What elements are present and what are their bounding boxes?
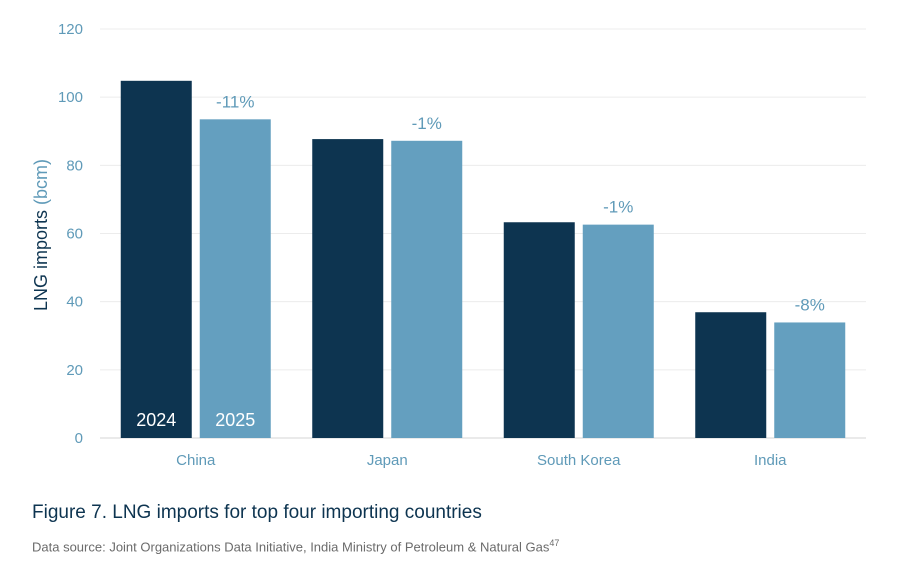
bar-2025-india xyxy=(774,322,846,438)
bar-2025-japan xyxy=(391,140,463,438)
x-category-label: Japan xyxy=(367,452,408,469)
data-label-change: -1% xyxy=(412,114,442,133)
bar-2025-south-korea xyxy=(582,224,654,438)
data-source: Data source: Joint Organizations Data In… xyxy=(32,538,559,554)
y-tick-label: 120 xyxy=(58,21,83,38)
data-source-text: Data source: Joint Organizations Data In… xyxy=(32,539,550,555)
y-tick-label: 0 xyxy=(75,430,83,447)
footnote-ref: 47 xyxy=(549,538,560,548)
series-label-2025: 2025 xyxy=(215,410,255,430)
bar-2024-japan xyxy=(312,139,384,438)
figure-caption: Figure 7. LNG imports for top four impor… xyxy=(32,502,482,523)
y-tick-label: 100 xyxy=(58,89,83,106)
y-axis-label: LNG imports xyxy=(31,210,51,311)
y-tick-label: 40 xyxy=(66,294,83,311)
bar-2024-india xyxy=(695,312,767,438)
x-category-label: India xyxy=(754,452,787,469)
y-tick-label: 80 xyxy=(66,157,83,174)
bar-2025-china xyxy=(199,119,271,438)
x-category-label: South Korea xyxy=(537,452,621,469)
x-axis-categories: China Japan South Korea India xyxy=(176,452,787,469)
y-axis-ticks: 0 20 40 60 80 100 120 xyxy=(58,21,83,447)
bar-chart: 0 20 40 60 80 100 120 2024 2025 -11% -1% -1% -8% Ch… xyxy=(31,21,866,469)
y-tick-label: 60 xyxy=(66,226,83,243)
data-label-change: -8% xyxy=(795,295,825,314)
data-label-change: -1% xyxy=(603,198,633,217)
bar-2024-south-korea xyxy=(503,222,575,438)
x-category-label: China xyxy=(176,452,216,469)
y-axis-title: LNG imports (bcm) xyxy=(31,159,51,311)
y-tick-label: 20 xyxy=(66,362,83,379)
series-label-2024: 2024 xyxy=(136,410,176,430)
data-label-change: -11% xyxy=(216,92,254,111)
y-axis-unit: (bcm) xyxy=(31,159,51,205)
bars: 2024 2025 -11% -1% -1% -8% xyxy=(120,80,846,438)
bar-2024-china xyxy=(120,80,192,438)
